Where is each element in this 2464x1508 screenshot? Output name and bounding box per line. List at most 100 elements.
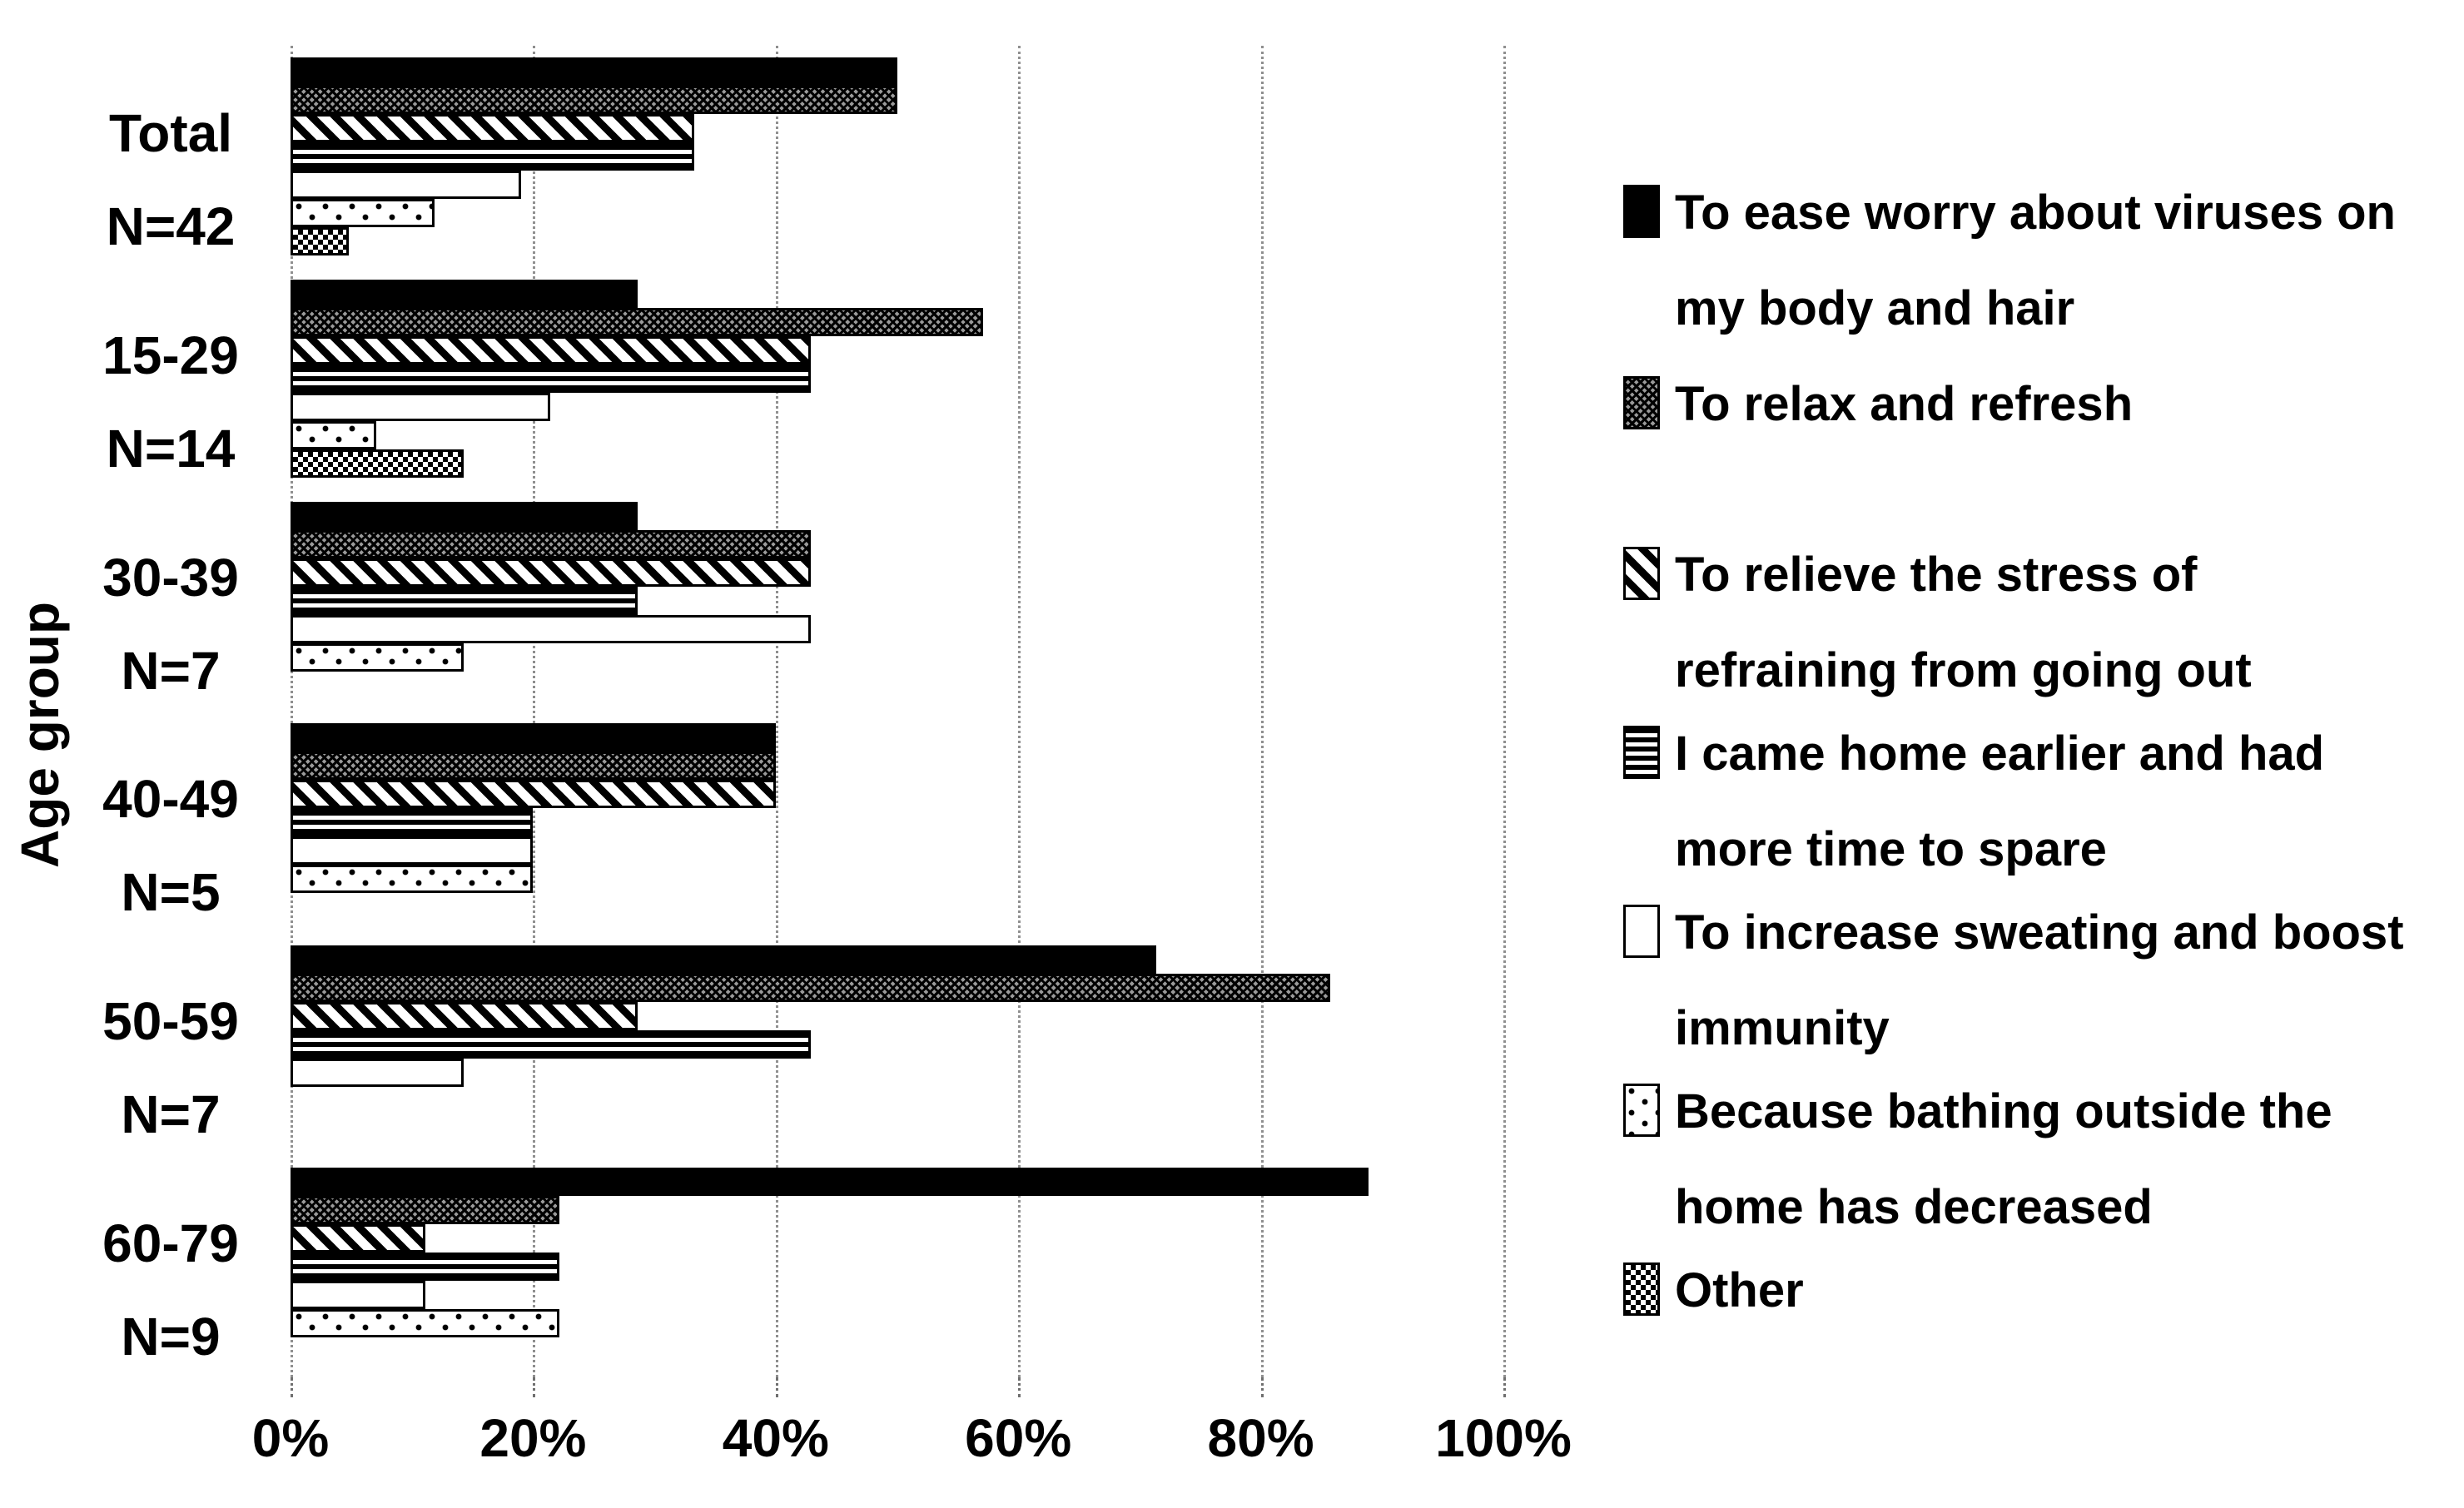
- bar-60-79-series4: [291, 1252, 560, 1281]
- bar-60-79-series1: [291, 1167, 1369, 1196]
- gridline-100%: [1503, 46, 1506, 1377]
- x-tick-label: 60%: [965, 1408, 1072, 1468]
- bar-60-79-series5: [291, 1280, 425, 1309]
- category-label: 40-49 N=5: [67, 735, 275, 957]
- bar-30-39-series4: [291, 586, 638, 615]
- bar-60-79-series6: [291, 1308, 560, 1337]
- category-label: 60-79 N=9: [67, 1178, 275, 1401]
- bar-40-49-series2: [291, 752, 776, 781]
- bar-30-39-series1: [291, 501, 638, 530]
- legend: To ease worry about viruses on my body an…: [1623, 0, 2464, 1508]
- category-n-label: N=5: [121, 862, 221, 923]
- category-label: 30-39 N=7: [67, 513, 275, 735]
- legend-label-line: home has decreased: [1675, 1180, 2153, 1234]
- category-range-label: 30-39: [102, 547, 239, 608]
- x-tick-label: 80%: [1207, 1408, 1314, 1468]
- bar-Total-series2: [291, 86, 897, 115]
- category-axis: Total N=42 15-29 N=14 30-39 N=7 40-49 N=5 50-59 N…: [67, 46, 275, 1377]
- legend-label-line: To ease worry about viruses on: [1675, 186, 2396, 240]
- x-tick-label: 100%: [1435, 1408, 1572, 1468]
- bar-15-29-series2: [291, 308, 983, 336]
- bar-15-29-series6: [291, 421, 377, 449]
- bar-15-29-series5: [291, 393, 550, 421]
- legend-label-line: Because bathing outside the: [1675, 1084, 2332, 1138]
- category-label: 15-29 N=14: [67, 291, 275, 513]
- axis-tick-20%: [533, 1377, 536, 1397]
- legend-item: To ease worry about viruses on my body an…: [1623, 165, 2396, 356]
- y-axis-title: Age group: [10, 602, 70, 868]
- bar-40-49-series6: [291, 865, 534, 894]
- legend-item: Other: [1623, 1243, 1804, 1338]
- checkerboard-marker-icon: [1623, 1262, 1660, 1316]
- legend-label-line: immunity: [1675, 1001, 1890, 1055]
- category-label: Total N=42: [67, 69, 275, 291]
- gridline-60%: [1018, 46, 1021, 1377]
- bar-30-39-series2: [291, 529, 812, 558]
- category-n-label: N=7: [121, 1084, 221, 1144]
- bar-50-59-series3: [291, 1002, 638, 1030]
- category-range-label: 40-49: [102, 769, 239, 830]
- dark-crosshatch-marker-icon: [1623, 376, 1660, 429]
- category-n-label: N=7: [121, 640, 221, 701]
- legend-label: To relax and refresh: [1675, 356, 2133, 452]
- category-range-label: 60-79: [102, 1213, 239, 1273]
- axis-tick-0%: [291, 1377, 293, 1397]
- gridline-80%: [1260, 46, 1264, 1377]
- axis-tick-40%: [775, 1377, 778, 1397]
- legend-label-line: my body and hair: [1675, 281, 2075, 335]
- bar-Total-series6: [291, 199, 435, 228]
- plot-area: [291, 46, 1506, 1397]
- x-tick-label: 0%: [251, 1408, 330, 1468]
- legend-item: To relax and refresh: [1623, 356, 2133, 452]
- legend-label-line: more time to spare: [1675, 822, 2107, 876]
- bar-40-49-series3: [291, 780, 776, 809]
- x-axis: 0% 20% 40% 60% 80% 100%: [252, 1405, 1572, 1480]
- legend-item: To increase sweating and boost immunity: [1623, 885, 2404, 1076]
- legend-label-line: refraining from going out: [1675, 643, 2252, 697]
- horizontal-stripes-marker-icon: [1623, 726, 1660, 779]
- legend-label: Other: [1675, 1243, 1804, 1338]
- x-tick-label: 20%: [479, 1408, 587, 1468]
- bar-Total-series5: [291, 171, 521, 200]
- axis-tick-60%: [1018, 1377, 1021, 1397]
- legend-label: To increase sweating and boost immunity: [1675, 885, 2404, 1076]
- white-marker-icon: [1623, 905, 1660, 958]
- bar-60-79-series2: [291, 1195, 560, 1224]
- solid-black-marker-icon: [1623, 185, 1660, 238]
- legend-label-line: I came home earlier and had: [1675, 727, 2325, 781]
- legend-label: To relieve the stress of refraining from …: [1675, 527, 2252, 718]
- bar-15-29-series7: [291, 449, 464, 478]
- bar-30-39-series3: [291, 558, 812, 587]
- bar-40-49-series5: [291, 836, 534, 866]
- x-tick-label: 40%: [722, 1408, 829, 1468]
- category-range-label: 15-29: [102, 325, 239, 385]
- category-n-label: N=9: [121, 1306, 221, 1367]
- legend-item: To relieve the stress of refraining from …: [1623, 527, 2252, 718]
- category-range-label: 50-59: [102, 990, 239, 1051]
- bar-15-29-series3: [291, 336, 812, 365]
- diagonal-stripes-marker-icon: [1623, 547, 1660, 600]
- axis-tick-100%: [1503, 1377, 1506, 1397]
- bar-Total-series4: [291, 142, 695, 171]
- bar-15-29-series1: [291, 280, 638, 308]
- bar-Total-series7: [291, 227, 349, 256]
- bar-40-49-series4: [291, 808, 534, 837]
- legend-label: I came home earlier and had more time to …: [1675, 706, 2324, 897]
- bar-50-59-series2: [291, 974, 1330, 1002]
- category-n-label: N=14: [106, 418, 236, 479]
- bar-60-79-series3: [291, 1223, 425, 1253]
- legend-label-line: To increase sweating and boost: [1675, 905, 2404, 960]
- category-n-label: N=42: [106, 196, 236, 257]
- legend-label: Because bathing outside the home has decr…: [1675, 1064, 2332, 1255]
- axis-tick-80%: [1260, 1377, 1264, 1397]
- bar-50-59-series1: [291, 945, 1157, 974]
- legend-item: I came home earlier and had more time to …: [1623, 706, 2324, 897]
- bar-30-39-series5: [291, 614, 812, 643]
- legend-item: Because bathing outside the home has decr…: [1623, 1064, 2332, 1255]
- bar-15-29-series4: [291, 365, 812, 393]
- category-range-label: Total: [108, 103, 233, 164]
- bar-Total-series3: [291, 114, 695, 143]
- legend-label-line: To relieve the stress of: [1675, 548, 2198, 602]
- legend-label: To ease worry about viruses on my body an…: [1675, 165, 2396, 356]
